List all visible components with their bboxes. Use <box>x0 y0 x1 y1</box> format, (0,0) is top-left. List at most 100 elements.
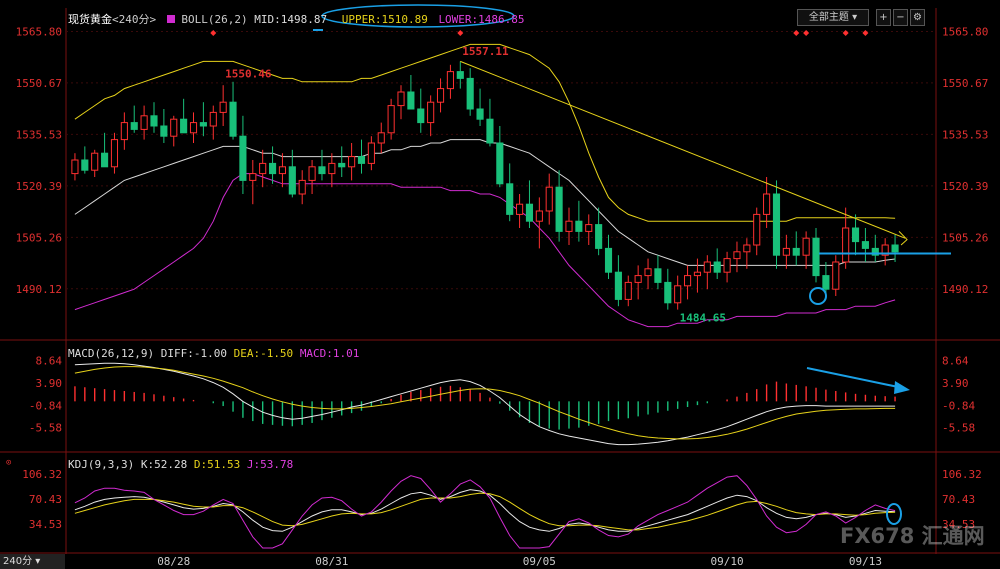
candle-down <box>357 156 366 164</box>
candle-down <box>664 281 672 304</box>
candle-down <box>772 193 781 256</box>
x-tick-label: 09/10 <box>711 555 744 568</box>
candle-down <box>466 77 474 110</box>
y-tick-label-right: 1550.67 <box>942 77 988 90</box>
x-tick-label: 08/31 <box>315 555 348 568</box>
x-tick-label: 09/13 <box>849 555 882 568</box>
event-marker <box>793 30 800 36</box>
candle-up <box>733 251 741 260</box>
candle-down <box>486 118 494 144</box>
macd-diff: DIFF:-1.00 <box>160 347 227 360</box>
candle-down <box>180 118 188 134</box>
candle-up <box>367 142 375 164</box>
candle-down <box>160 125 168 137</box>
y-tick-label-right: 1535.53 <box>942 128 988 141</box>
candle-down <box>318 166 326 175</box>
candle-up <box>140 115 148 130</box>
mid-value: MID:1498.87 <box>254 13 328 26</box>
watermark: FX678 汇通网 <box>840 524 985 548</box>
macd-arrowhead <box>894 381 910 394</box>
candle-up <box>683 275 692 287</box>
event-marker <box>457 30 464 36</box>
candle-up <box>535 210 543 222</box>
candle-up <box>585 224 593 232</box>
macd-tick-right: -0.84 <box>942 399 975 412</box>
candle-down <box>288 166 296 195</box>
candle-up <box>170 118 178 137</box>
candle-up <box>545 186 553 212</box>
price-annotation: 1484.65 <box>680 311 726 324</box>
candle-down <box>851 227 860 243</box>
kdj-tick-left: 70.43 <box>29 493 62 506</box>
price-annotation: 1550.46 <box>225 68 272 81</box>
zoom-out-button[interactable]: − <box>893 9 908 26</box>
y-tick-label-right: 1565.80 <box>942 25 988 38</box>
upper-value: UPPER:1510.89 <box>341 13 428 26</box>
candle-down <box>595 224 603 249</box>
macd-arrow-line <box>806 367 904 389</box>
candle-down <box>338 162 346 168</box>
kdj-j: J:53.78 <box>246 458 294 471</box>
header-highlight-ellipse <box>321 4 515 28</box>
y-tick-label-right: 1505.26 <box>942 231 988 244</box>
x-tick-label: 08/28 <box>157 555 190 568</box>
dea-line <box>74 366 896 440</box>
candle-up <box>308 166 316 181</box>
indicator-name: BOLL(26,2) <box>181 13 248 26</box>
event-marker <box>842 30 849 36</box>
candle-down <box>268 162 277 175</box>
y-tick-label-left: 1535.53 <box>16 128 62 141</box>
period-button[interactable]: 240分 ▾ <box>0 554 65 569</box>
candle-up <box>446 71 454 90</box>
y-tick-label-left: 1505.26 <box>16 231 62 244</box>
candle-down <box>407 91 415 110</box>
macd-tick-left: -0.84 <box>29 399 62 412</box>
candle-up <box>693 271 702 277</box>
theme-select[interactable]: 全部主题 ▾ <box>797 9 869 26</box>
candle-up <box>189 122 198 134</box>
candle-down <box>871 247 879 256</box>
kdj-k-line <box>74 489 896 532</box>
price-header: 现货黄金<240分> BOLL(26,2) MID:1498.87 UPPER:… <box>68 11 525 27</box>
event-marker <box>210 30 217 36</box>
event-marker <box>862 30 869 36</box>
x-tick-label: 09/05 <box>523 555 556 568</box>
candle-down <box>417 108 425 124</box>
macd-value: MACD:1.01 <box>299 347 360 360</box>
candle-up <box>397 91 405 107</box>
candle-down <box>713 261 721 273</box>
candle-down <box>101 152 109 168</box>
candle-up <box>753 213 761 246</box>
macd-header: MACD(26,12,9) DIFF:-1.00 DEA:-1.50 MACD:… <box>68 347 359 360</box>
y-tick-label-right: 1490.12 <box>942 283 988 296</box>
candle-up <box>427 101 435 124</box>
macd-tick-left: 3.90 <box>36 377 63 390</box>
zoom-in-button[interactable]: + <box>876 9 891 26</box>
kdj-menu-icon[interactable]: ⊙ <box>6 458 12 468</box>
candle-up <box>516 203 524 215</box>
candle-up <box>219 101 227 113</box>
candle-up <box>387 105 395 134</box>
macd-tick-right: -5.58 <box>942 422 975 435</box>
period-label: <240分> <box>112 13 157 26</box>
candle-up <box>249 173 257 181</box>
candle-up <box>259 162 267 175</box>
candle-down <box>496 142 504 185</box>
boll-icon <box>166 15 175 23</box>
settings-icon[interactable]: ⚙ <box>910 9 925 26</box>
kdj-tick-right: 70.43 <box>942 493 975 506</box>
macd-tick-right: 8.64 <box>942 355 969 368</box>
diff-line <box>74 362 896 446</box>
kdj-tick-left: 106.32 <box>22 468 62 481</box>
y-tick-label-left: 1565.80 <box>16 25 62 38</box>
candle-up <box>91 152 99 171</box>
theme-select-label: 全部主题 <box>808 12 849 23</box>
kdj-tick-right: 106.32 <box>942 468 982 481</box>
macd-dea: DEA:-1.50 <box>233 347 294 360</box>
candle-up <box>802 237 810 256</box>
kdj-k: K:52.28 <box>140 458 188 471</box>
highlight-circle <box>809 287 828 305</box>
candle-up <box>110 139 119 168</box>
candle-up <box>436 88 445 103</box>
